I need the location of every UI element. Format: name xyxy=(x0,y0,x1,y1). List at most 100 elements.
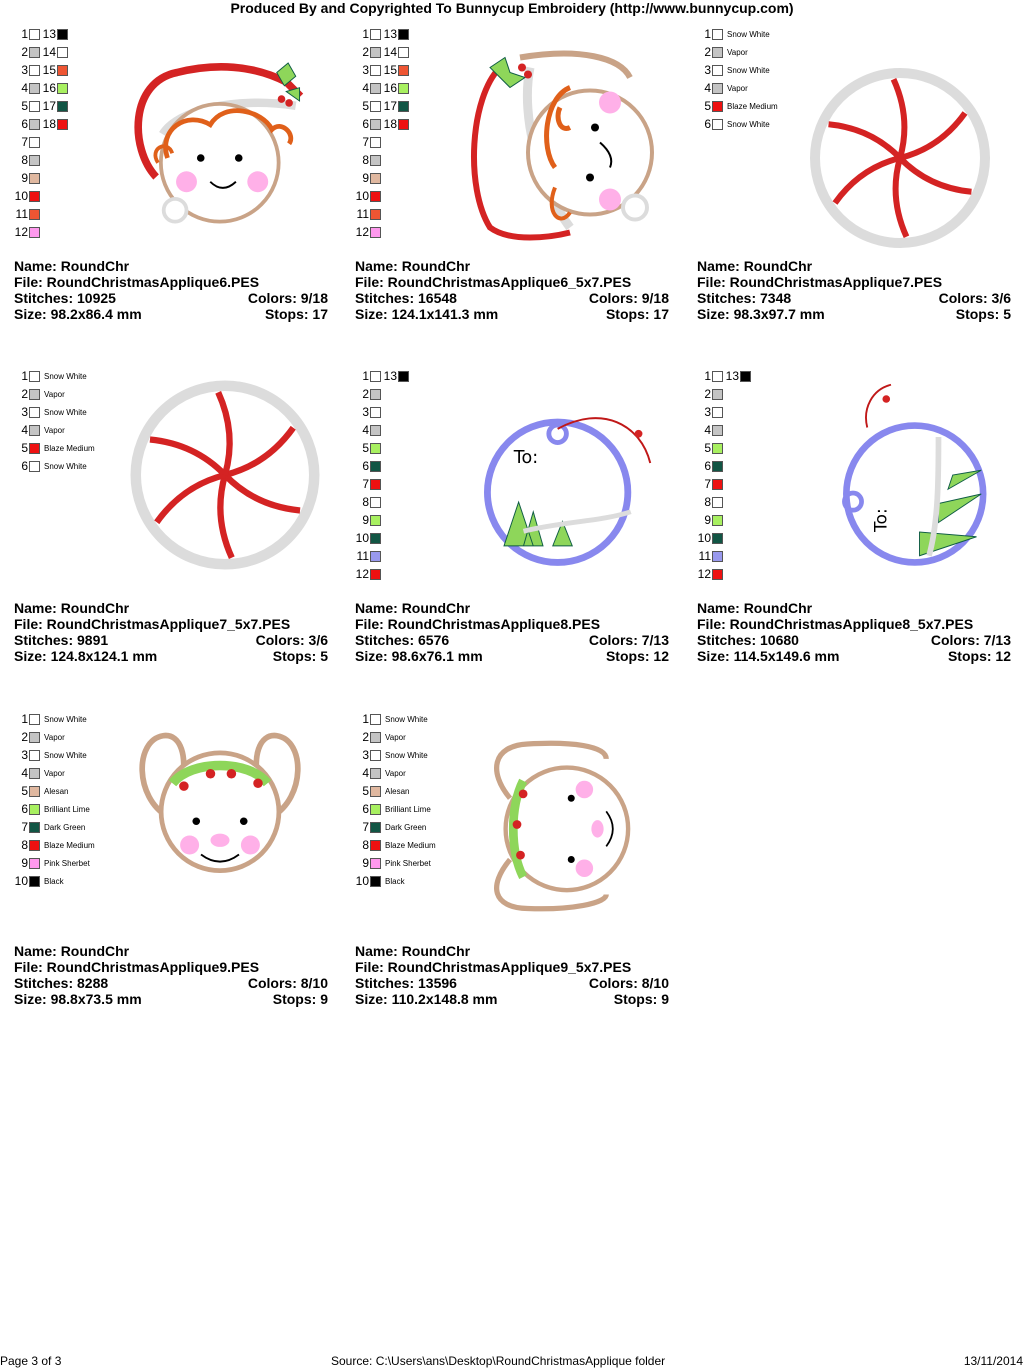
design-info: Name: RoundChr File: RoundChristmasAppliq… xyxy=(14,600,328,664)
embroidery-design-preview xyxy=(120,44,310,234)
color-swatch xyxy=(29,839,40,851)
legend-row: 6 18 xyxy=(355,116,409,132)
color-swatch xyxy=(29,713,40,725)
thread-number: 6 xyxy=(21,459,28,473)
stitch-count: 16548 xyxy=(418,290,457,306)
design-name-line: Name: RoundChr xyxy=(355,258,669,274)
thread-number: 10 xyxy=(14,874,28,888)
thread-number: 5 xyxy=(704,99,711,113)
legend-row: 5 Alesan xyxy=(355,783,409,799)
color-swatch xyxy=(29,424,40,436)
thread-number: 8 xyxy=(362,838,369,852)
color-swatch xyxy=(370,154,381,166)
legend-row: 1 Snow White xyxy=(14,711,86,727)
stitches-label: Stitches: xyxy=(355,632,415,648)
thread-number: 10 xyxy=(355,874,369,888)
stops-count: 17 xyxy=(312,306,328,322)
thread-number: 8 xyxy=(21,838,28,852)
color-swatch xyxy=(370,100,381,112)
legend-row: 8 Blaze Medium xyxy=(355,837,435,853)
stops-label: Stops: xyxy=(272,648,317,664)
file-label: File: xyxy=(14,959,43,975)
legend-row: 1 13 xyxy=(355,368,409,384)
color-swatch xyxy=(370,46,381,58)
colors-count-group: Colors: 8/10 xyxy=(589,975,669,991)
color-swatch xyxy=(370,442,381,454)
design-size: 110.2x148.8 mm xyxy=(391,991,498,1007)
legend-row: 9 xyxy=(355,512,381,528)
thread-number: 15 xyxy=(383,63,397,77)
color-swatch xyxy=(398,28,409,40)
thread-number: 6 xyxy=(21,117,28,131)
colors-count: 3/6 xyxy=(991,290,1011,306)
thread-number: 2 xyxy=(704,387,711,401)
color-swatch xyxy=(712,100,723,112)
file-label: File: xyxy=(355,274,384,290)
thread-color-name: Snow White xyxy=(44,371,87,381)
thread-color-name: Snow White xyxy=(385,750,428,760)
legend-row: 12 xyxy=(355,224,381,240)
color-swatch xyxy=(370,749,381,761)
thread-color-name: Snow White xyxy=(44,407,87,417)
size-line: Size: 98.2x86.4 mm Stops: 17 xyxy=(14,306,328,322)
color-swatch xyxy=(370,370,381,382)
color-swatch xyxy=(712,496,723,508)
legend-row: 5 17 xyxy=(14,98,68,114)
size-line: Size: 124.1x141.3 mm Stops: 17 xyxy=(355,306,669,322)
stitch-count: 6576 xyxy=(418,632,450,648)
legend-row: 9 xyxy=(14,170,40,186)
legend-row: 7 xyxy=(697,476,723,492)
color-swatch xyxy=(29,785,40,797)
legend-row: 4 16 xyxy=(355,80,409,96)
thread-number: 14 xyxy=(42,45,56,59)
design-name: RoundChr xyxy=(401,943,471,959)
colors-label: Colors: xyxy=(930,632,980,648)
file-label: File: xyxy=(14,616,43,632)
thread-color-name: Vapor xyxy=(385,768,406,778)
thread-number: 6 xyxy=(704,117,711,131)
color-swatch xyxy=(370,713,381,725)
colors-label: Colors: xyxy=(255,632,305,648)
thread-number: 3 xyxy=(362,63,369,77)
thread-number: 4 xyxy=(21,766,28,780)
thread-number: 13 xyxy=(383,369,397,383)
size-label: Size: xyxy=(14,306,47,322)
color-swatch xyxy=(370,118,381,130)
thread-number: 11 xyxy=(356,549,369,563)
stops-label: Stops: xyxy=(605,306,650,322)
color-swatch xyxy=(370,208,381,220)
embroidery-design-preview xyxy=(115,712,325,902)
file-label: File: xyxy=(355,616,384,632)
design-name-line: Name: RoundChr xyxy=(697,600,1011,616)
colors-count: 7/13 xyxy=(641,632,669,648)
legend-row: 10 xyxy=(355,530,381,546)
color-swatch xyxy=(740,370,751,382)
legend-row: 2 xyxy=(355,386,381,402)
colors-label: Colors: xyxy=(588,975,638,991)
thread-number: 12 xyxy=(355,567,369,581)
stitches-label: Stitches: xyxy=(14,975,74,991)
stitch-count: 10680 xyxy=(760,632,799,648)
stops-count: 5 xyxy=(320,648,328,664)
legend-row: 2 Vapor xyxy=(14,386,64,402)
thread-color-name: Blaze Medium xyxy=(44,840,95,850)
color-swatch xyxy=(29,803,40,815)
thread-number: 15 xyxy=(42,63,56,77)
legend-row: 9 Pink Sherbet xyxy=(14,855,90,871)
design-name: RoundChr xyxy=(401,600,471,616)
stitches-line: Stitches: 6576 Colors: 7/13 xyxy=(355,632,669,648)
thread-color-name: Black xyxy=(44,876,64,886)
thread-number: 1 xyxy=(704,27,711,41)
thread-number: 7 xyxy=(21,820,28,834)
legend-row: 3 15 xyxy=(355,62,409,78)
color-swatch xyxy=(370,388,381,400)
name-label: Name: xyxy=(14,258,57,274)
color-swatch xyxy=(370,550,381,562)
color-swatch xyxy=(57,118,68,130)
legend-row: 5 xyxy=(355,440,381,456)
color-swatch xyxy=(712,568,723,580)
color-swatch xyxy=(712,118,723,130)
color-swatch xyxy=(398,100,409,112)
thread-number: 5 xyxy=(362,784,369,798)
thread-number: 10 xyxy=(14,189,28,203)
